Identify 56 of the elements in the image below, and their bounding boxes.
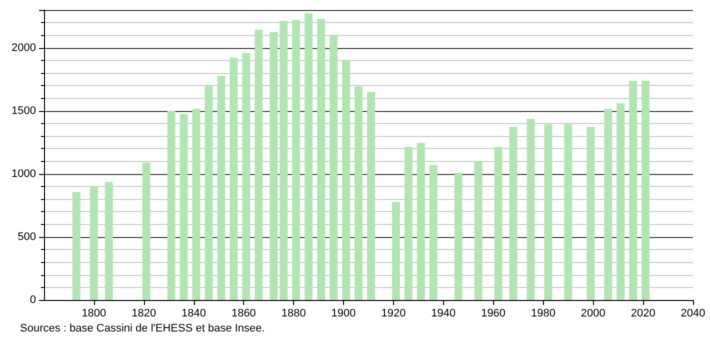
- bar: [230, 58, 238, 300]
- x-tick-label: 1920: [381, 308, 406, 320]
- bar: [142, 162, 150, 300]
- x-tick-label: 2040: [680, 308, 706, 320]
- y-tick-label: 1000: [12, 168, 36, 180]
- bar: [416, 142, 425, 300]
- y-tick-label: 2000: [12, 42, 36, 54]
- x-tick-label: 1880: [281, 308, 306, 320]
- y-tick-label: 0: [30, 294, 36, 306]
- x-tick-label: 2020: [630, 308, 656, 320]
- source-note: Sources : base Cassini de l'EHESS et base Insee.: [20, 322, 265, 334]
- bar: [474, 162, 482, 300]
- bar: [254, 30, 263, 300]
- bar: [616, 103, 625, 300]
- bar: [604, 108, 612, 300]
- bar: [242, 52, 250, 300]
- bar: [526, 118, 535, 300]
- x-tick-label: 1900: [331, 308, 356, 320]
- x-tick-label: 1800: [82, 308, 106, 320]
- bar: [217, 76, 226, 300]
- bar: [629, 80, 638, 300]
- bar: [544, 124, 552, 300]
- bar: [72, 192, 80, 300]
- bar: [642, 80, 650, 300]
- bar: [317, 18, 326, 300]
- x-tick-label: 1940: [431, 308, 456, 320]
- bar: [429, 164, 438, 300]
- bar: [392, 202, 400, 300]
- bar: [509, 126, 518, 300]
- x-tick-label: 1860: [231, 308, 256, 320]
- y-tick-label: 1500: [12, 104, 36, 117]
- bar: [564, 124, 572, 300]
- x-tick-label: 1840: [182, 308, 206, 320]
- bar: [454, 172, 462, 300]
- bar: [342, 60, 350, 300]
- bar: [180, 114, 188, 300]
- bar: [494, 146, 502, 300]
- bar: [330, 36, 338, 300]
- y-tick-label: 500: [18, 230, 36, 243]
- bar: [167, 110, 176, 300]
- bar: [192, 108, 200, 300]
- x-tick-label: 1960: [481, 308, 506, 320]
- bar: [104, 182, 113, 300]
- bar: [90, 186, 98, 300]
- bar: [292, 20, 300, 300]
- bar: [280, 20, 288, 300]
- x-tick-label: 1980: [530, 308, 556, 320]
- bar: [270, 32, 278, 300]
- x-tick-label: 1820: [132, 308, 156, 320]
- bar: [304, 13, 313, 300]
- bar: [366, 92, 375, 300]
- bar: [354, 86, 363, 300]
- bar: [586, 126, 595, 300]
- bar: [404, 146, 412, 300]
- x-tick-label: 2000: [580, 308, 606, 320]
- bar: [204, 85, 213, 300]
